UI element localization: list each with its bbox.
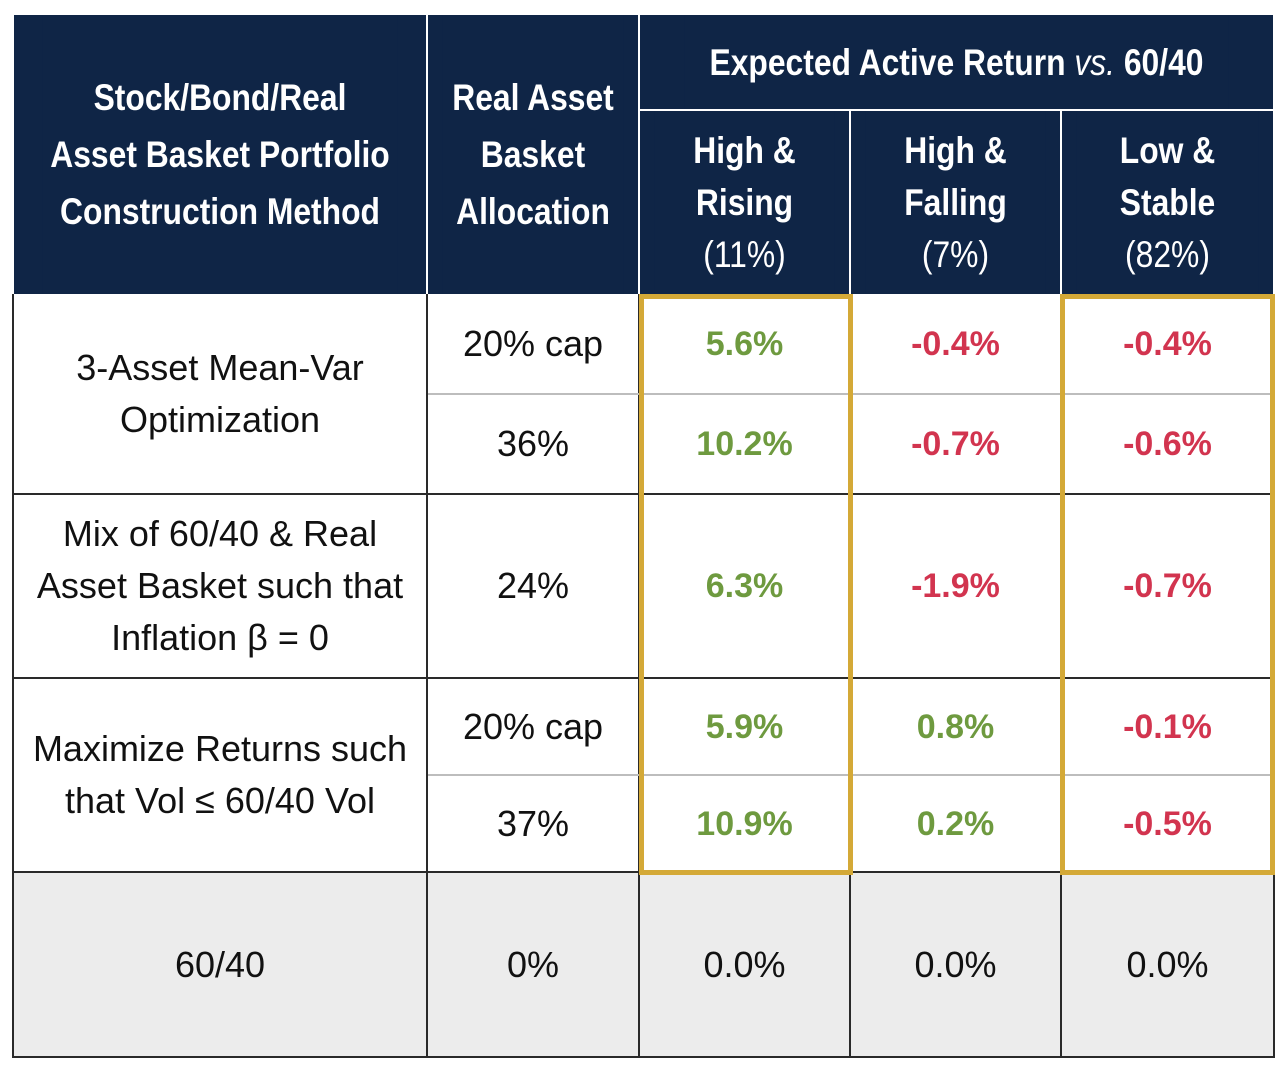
return-value: -0.5% [1123, 804, 1212, 843]
baseline-row-background [14, 872, 1273, 1057]
method-cell-inflation-beta: Mix of 60/40 & Real Asset Basket such th… [14, 494, 426, 678]
header-method-line-1: Stock/Bond/Real [93, 77, 347, 118]
grid-line [12, 294, 14, 1058]
header-allocation-line-1: Real Asset [452, 77, 614, 118]
grid-line [12, 871, 1275, 873]
grid-line [12, 677, 1275, 679]
return-value: -0.4% [911, 325, 1000, 363]
grid-line [426, 294, 428, 1058]
return-value: -1.9% [911, 567, 1000, 605]
header-separator [638, 15, 640, 294]
method-cell-baseline: 60/40 [14, 872, 426, 1057]
scenario-1-line-2: Rising [695, 181, 794, 223]
allocation-cell: 20% cap [462, 323, 604, 364]
grid-line [849, 294, 851, 1058]
scenario-1-line-1: High & [693, 129, 796, 171]
return-value: -0.1% [1123, 707, 1212, 746]
grid-line [1273, 294, 1275, 1058]
return-value: -0.4% [1123, 325, 1212, 363]
method-1-line-2: Optimization [119, 399, 321, 440]
scenario-2-weight: (7%) [921, 233, 990, 275]
header-method: Stock/Bond/Real Asset Basket Portfolio C… [42, 15, 398, 294]
return-value: 6.3% [705, 567, 784, 605]
return-value: 10.2% [696, 425, 793, 463]
allocation-cell: 37% [496, 802, 570, 844]
return-value: 0.8% [916, 707, 995, 746]
scenario-1-weight: (11%) [703, 233, 786, 275]
header-separator [849, 111, 851, 294]
allocation-cell: 0% [506, 943, 560, 985]
method-2-line-1: Mix of 60/40 & Real [62, 513, 378, 554]
header-scenario-high-falling: High & Falling (7%) [865, 111, 1046, 294]
sub-row-divider [428, 774, 1273, 776]
scenario-3-weight: (82%) [1125, 233, 1210, 275]
return-value: -0.7% [1123, 567, 1212, 605]
header-separator [426, 15, 428, 294]
method-4-line-1: 60/40 [174, 943, 266, 985]
return-value: -0.7% [911, 425, 1000, 463]
method-cell-mean-var: 3-Asset Mean-Var Optimization [14, 294, 426, 494]
return-value: -0.6% [1123, 425, 1212, 463]
grid-line [12, 1056, 1275, 1058]
scenario-3-line-1: Low & [1119, 129, 1216, 171]
method-2-line-3: Inflation β = 0 [111, 617, 329, 658]
return-value: 5.9% [705, 707, 784, 746]
method-cell-max-returns: Maximize Returns such that Vol ≤ 60/40 V… [14, 678, 426, 872]
header-method-line-3: Construction Method [60, 191, 380, 232]
scenario-2-line-2: Falling [904, 181, 1007, 223]
return-value: 0.0% [1126, 943, 1209, 985]
grid-line [1060, 294, 1062, 1058]
header-scenario-low-stable: Low & Stable (82%) [1076, 111, 1259, 294]
method-3-line-2: that Vol ≤ 60/40 Vol [65, 780, 375, 821]
allocation-cell: 24% [496, 565, 570, 606]
header-allocation-line-3: Allocation [456, 191, 610, 232]
method-2-line-2: Asset Basket such that [36, 565, 404, 606]
header-method-line-2: Asset Basket Portfolio [50, 134, 390, 175]
return-value: 0.2% [916, 804, 995, 843]
scenario-3-line-2: Stable [1119, 181, 1216, 223]
header-separator [640, 109, 1273, 111]
header-group-title: Expected Active Return vs. 60/40 [684, 15, 1229, 109]
method-3-line-1: Maximize Returns such [32, 728, 408, 769]
scenario-2-line-1: High & [904, 129, 1007, 171]
header-scenario-high-rising: High & Rising (11%) [654, 111, 835, 294]
method-1-line-1: 3-Asset Mean-Var [76, 347, 364, 388]
header-group-title-tail: 60/40 [1115, 41, 1204, 83]
return-value: 0.0% [703, 943, 786, 985]
grid-line [12, 493, 1275, 495]
header-separator [1060, 111, 1062, 294]
allocation-cell: 36% [496, 423, 570, 464]
header-allocation: Real Asset Basket Allocation [442, 15, 624, 294]
grid-line [638, 294, 640, 1058]
return-value: 10.9% [696, 804, 793, 843]
return-value: 5.6% [705, 325, 784, 363]
header-allocation-line-2: Basket [480, 134, 586, 175]
header-group-title-main: Expected Active Return [709, 41, 1075, 83]
allocation-cell: 20% cap [462, 705, 604, 747]
return-value: 0.0% [914, 943, 997, 985]
sub-row-divider [428, 393, 1273, 395]
header-group-title-vs: vs. [1074, 41, 1116, 83]
